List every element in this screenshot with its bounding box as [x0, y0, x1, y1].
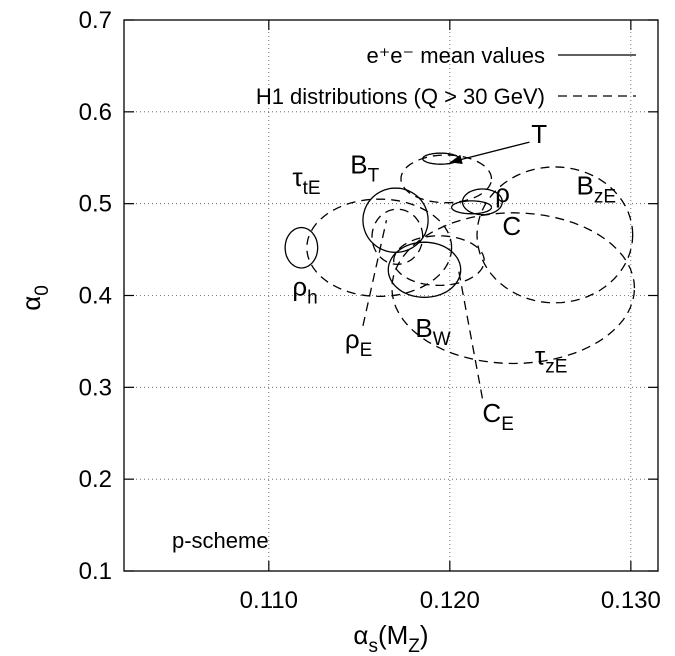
- legend: e⁺e⁻ mean values H1 distributions (Q > 30…: [256, 43, 636, 109]
- pointer-line-2: [458, 271, 484, 399]
- y-tick-label: 0.7: [79, 7, 112, 34]
- label-c-e: CE: [482, 398, 513, 435]
- x-axis-label: αs(MZ): [353, 620, 428, 656]
- y-tick-label: 0.4: [79, 283, 112, 310]
- label-t: T: [531, 119, 547, 149]
- contours: [284, 152, 636, 365]
- pointer-line-1: [362, 220, 388, 326]
- label-b-w: BW: [415, 313, 450, 350]
- pointer-line-0: [449, 141, 530, 163]
- x-tick-label: 0.120: [420, 587, 480, 614]
- p-scheme-annotation: p-scheme: [172, 528, 269, 553]
- y-axis-label: α0: [16, 285, 53, 311]
- y-tick-label: 0.6: [79, 99, 112, 126]
- x-tick-label: 0.110: [240, 587, 298, 614]
- contour-e: [371, 208, 424, 265]
- axis-ticks: 0.110 0.120 0.130 0.1 0.2 0.3 0.4 0.5 0.6 0.7: [79, 7, 661, 614]
- contour-b-t: [362, 187, 429, 253]
- label-tau-ze: τzE: [535, 340, 567, 377]
- y-tick-label: 0.2: [79, 466, 112, 493]
- pointer-arrowhead: [449, 154, 463, 165]
- y-tick-label: 0.1: [79, 558, 112, 585]
- contour-c-e: [393, 235, 485, 287]
- y-axis-title: α0: [16, 285, 53, 311]
- label-tau-te: τtE: [292, 162, 320, 199]
- y-tick-label: 0.5: [79, 191, 112, 218]
- pointer-lines: [362, 141, 530, 399]
- label-b-ze: BzE: [577, 170, 617, 207]
- contour-t-h1: [400, 154, 493, 204]
- label-b-t: BT: [350, 149, 379, 186]
- label-c: C: [502, 211, 521, 241]
- x-axis-title: αs(MZ): [353, 620, 428, 656]
- y-tick-label: 0.3: [79, 374, 112, 401]
- contour-ze: [391, 212, 636, 365]
- legend-entry-label: e⁺e⁻ mean values: [366, 43, 545, 68]
- contour-h: [284, 226, 319, 269]
- contour-c: [450, 200, 493, 215]
- legend-entry-label: H1 distributions (Q > 30 GeV): [256, 84, 545, 109]
- label-rho-e: ρE: [345, 324, 372, 361]
- label-rho: ρ: [495, 178, 510, 208]
- x-tick-label: 0.130: [601, 587, 661, 614]
- label-rho-h: ρh: [292, 272, 317, 309]
- contour-b-ze: [476, 166, 634, 304]
- contour-b-w: [387, 241, 462, 298]
